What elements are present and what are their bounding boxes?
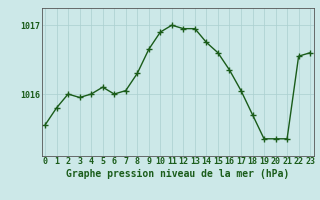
X-axis label: Graphe pression niveau de la mer (hPa): Graphe pression niveau de la mer (hPa) bbox=[66, 169, 289, 179]
